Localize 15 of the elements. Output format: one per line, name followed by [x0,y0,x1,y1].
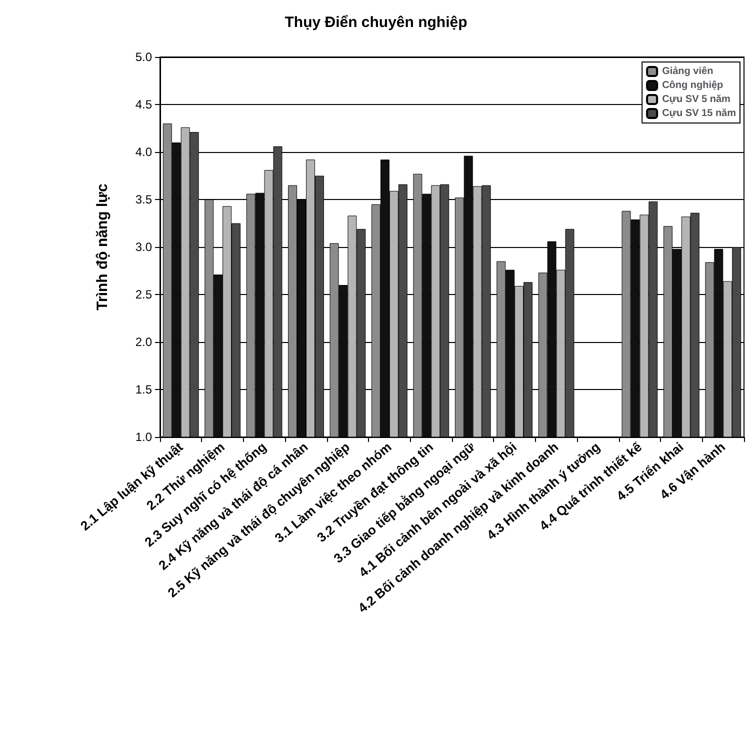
y-tick-label: 1.0 [135,430,152,444]
legend-label: Công nghiệp [662,80,724,91]
y-tick-label: 3.5 [135,192,152,206]
y-tick-label: 3.0 [135,240,152,254]
y-tick-label: 4.5 [135,98,152,112]
y-tick-label: 5.0 [135,50,152,64]
y-tick-label: 4.0 [135,145,152,159]
legend-label: Giảng viên [662,66,714,77]
y-axis-title: Trình độ năng lực [94,184,111,310]
legend-label: Cựu SV 5 năm [662,94,731,105]
y-tick-label: 2.5 [135,288,152,302]
chart-title: Thụy Điển chuyên nghiệp [284,14,468,31]
y-tick-label: 1.5 [135,382,152,396]
y-tick-label: 2.0 [135,335,152,349]
legend-label: Cựu SV 15 năm [662,108,736,119]
